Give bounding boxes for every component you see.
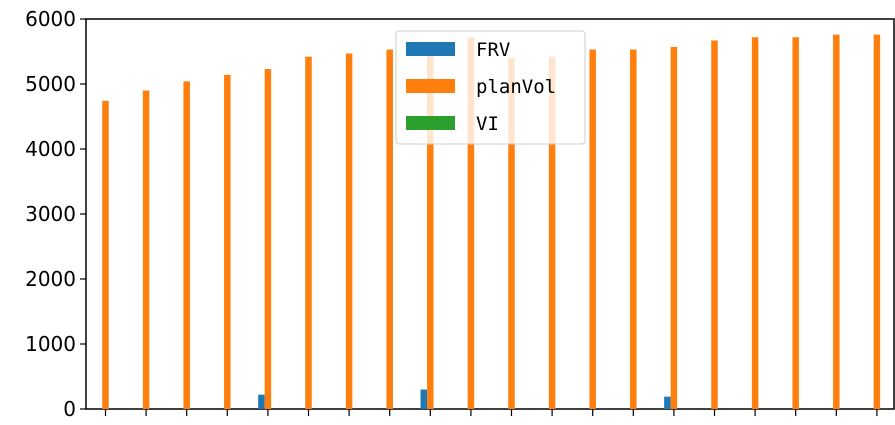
legend-swatch-vi — [406, 116, 455, 130]
legend-swatch-planvol — [406, 79, 455, 93]
bar-planvol-19 — [833, 34, 840, 409]
legend-label-planvol: planVol — [476, 76, 556, 98]
bar-planvol-14 — [630, 49, 637, 410]
y-tick-label: 6000 — [25, 7, 76, 31]
y-tick-label: 5000 — [25, 72, 76, 96]
bar-planvol-2 — [142, 90, 150, 409]
y-tick-label: 1000 — [25, 332, 76, 356]
y-tick-label: 4000 — [25, 137, 76, 161]
legend: FRV planVol VI — [395, 30, 586, 145]
bar-planvol-20 — [873, 34, 881, 409]
bar-planvol-1 — [102, 100, 109, 410]
bar-planvol-10 — [467, 37, 475, 409]
bar-planvol-11 — [508, 58, 515, 409]
legend-swatch-frv — [406, 42, 455, 56]
bar-planvol-7 — [345, 53, 353, 409]
bar-planvol-15 — [670, 46, 678, 409]
bar-planvol-6 — [305, 56, 312, 409]
bar-planvol-18 — [792, 37, 799, 409]
x-axis — [104, 409, 878, 416]
legend-label-vi: VI — [476, 113, 499, 135]
bar-planvol-16 — [711, 40, 718, 409]
legend-label-frv: FRV — [476, 39, 510, 61]
bar-planvol-5 — [264, 69, 272, 410]
bar-planvol-17 — [751, 37, 759, 409]
bars-group — [102, 34, 881, 410]
bar-frv-9 — [420, 389, 428, 409]
bar-planvol-3 — [183, 81, 190, 410]
y-tick-label: 2000 — [25, 267, 76, 291]
bar-planvol-12 — [548, 56, 556, 409]
bar-planvol-9 — [427, 51, 434, 409]
bar-planvol-4 — [224, 74, 231, 410]
bar-planvol-13 — [589, 49, 596, 410]
bar-frv-5 — [258, 394, 265, 409]
y-tick-label: 0 — [63, 397, 76, 421]
bar-frv-15 — [664, 396, 671, 409]
bar-planvol-8 — [386, 49, 393, 410]
y-tick-label: 3000 — [25, 202, 76, 226]
legend-box — [395, 30, 586, 145]
y-axis: 0 1000 2000 3000 4000 5000 6000 — [25, 7, 86, 421]
